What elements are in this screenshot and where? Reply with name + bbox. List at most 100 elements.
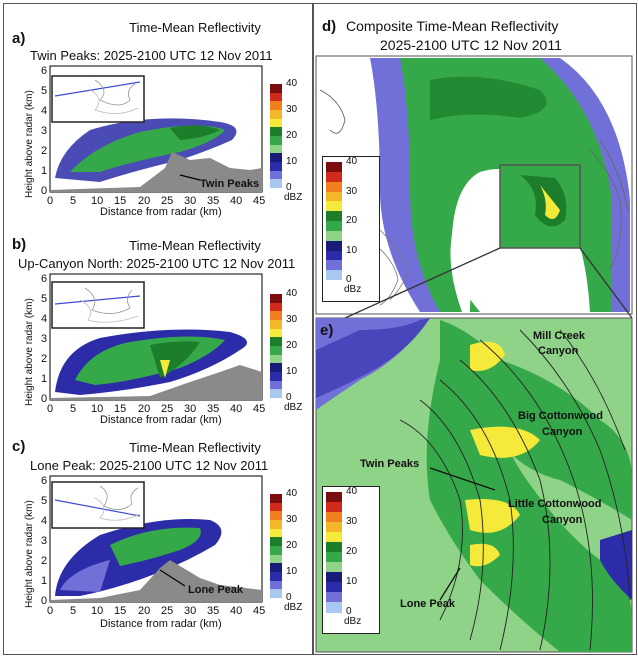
- colorbar-tick-label: 30: [286, 104, 298, 115]
- panel-c-xlabel: Distance from radar (km): [100, 618, 222, 630]
- annotation-twin-peaks: Twin Peaks: [360, 458, 420, 470]
- panel-a-peak-label: Twin Peaks: [200, 178, 260, 190]
- colorbar-swatch: [270, 294, 282, 304]
- y-tick: 4: [41, 105, 48, 117]
- colorbar-unit: dBZ: [284, 602, 303, 613]
- panel-e-label: e): [320, 322, 334, 339]
- colorbar-tick-label: 20: [346, 215, 358, 226]
- colorbar-swatch: [326, 260, 342, 271]
- colorbar-swatch: [270, 520, 282, 530]
- colorbar-swatch: [270, 563, 282, 573]
- colorbar-swatch: [270, 302, 282, 312]
- colorbar-swatch: [326, 512, 342, 523]
- colorbar-tick-label: 0: [346, 274, 352, 285]
- colorbar-swatch: [270, 589, 282, 599]
- colorbar-swatch: [326, 162, 342, 173]
- x-tick: 40: [230, 195, 243, 207]
- y-tick: 5: [41, 293, 48, 305]
- colorbar-swatch: [270, 162, 282, 172]
- colorbar-swatch: [270, 346, 282, 356]
- x-tick: 15: [114, 605, 127, 617]
- x-tick: 45: [253, 195, 266, 207]
- colorbar-swatch: [270, 546, 282, 556]
- colorbar-unit: dBZ: [284, 192, 303, 203]
- x-tick: 10: [91, 605, 104, 617]
- y-tick: 6: [41, 475, 48, 487]
- colorbar-tick-label: 40: [346, 486, 358, 497]
- colorbar-e: 40 30 20 10 0 dBz: [322, 486, 382, 634]
- colorbar-tick-label: 0: [346, 606, 352, 617]
- panel-a-subtitle: Twin Peaks: 2025-2100 UTC 12 Nov 2011: [30, 48, 273, 63]
- colorbar-tick-label: 10: [346, 244, 358, 256]
- x-tick: 25: [161, 605, 174, 617]
- x-tick: 30: [184, 403, 197, 415]
- colorbar-swatch: [326, 201, 342, 212]
- colorbar-swatch: [326, 240, 342, 251]
- colorbar-tick-label: 40: [346, 156, 358, 167]
- y-tick: 4: [41, 515, 48, 527]
- x-tick: 5: [70, 605, 77, 617]
- colorbar-swatch: [326, 230, 342, 242]
- colorbar-tick-label: 30: [346, 185, 358, 197]
- y-tick: 5: [41, 495, 48, 507]
- panel-b-xlabel: Distance from radar (km): [100, 414, 222, 426]
- x-tick: 20: [138, 403, 151, 415]
- colorbar-swatch: [326, 522, 342, 533]
- colorbar-swatch: [270, 84, 282, 94]
- colorbar-swatch: [270, 170, 282, 180]
- panel-d-title: Composite Time-Mean Reflectivity: [346, 18, 559, 34]
- panel-d-label: d): [322, 18, 337, 35]
- x-tick: 5: [70, 195, 77, 207]
- colorbar-swatch: [270, 572, 282, 582]
- x-tick: 20: [138, 605, 151, 617]
- colorbar-tick-label: 40: [286, 288, 298, 299]
- colorbar-unit: dBz: [344, 284, 362, 295]
- colorbar-tick-label: 30: [286, 514, 298, 525]
- colorbar-swatch: [270, 502, 282, 512]
- y-tick: 3: [41, 333, 48, 345]
- colorbar-swatch: [270, 311, 282, 321]
- colorbar-swatch: [270, 92, 282, 102]
- y-tick: 2: [41, 145, 48, 157]
- annotation-lone-peak: Lone Peak: [400, 598, 456, 610]
- colorbar-swatch: [270, 179, 282, 189]
- colorbar-swatch: [270, 101, 282, 111]
- y-tick: 0: [41, 185, 48, 197]
- panel-a-xlabel: Distance from radar (km): [100, 206, 222, 218]
- panel-d-subtitle: 2025-2100 UTC 12 Nov 2011: [380, 37, 562, 53]
- x-tick: 40: [230, 605, 243, 617]
- x-tick: 0: [47, 403, 54, 415]
- colorbar-swatch: [270, 389, 282, 399]
- x-tick: 20: [138, 195, 151, 207]
- colorbar-swatch: [326, 250, 342, 261]
- x-tick: 10: [91, 195, 104, 207]
- x-tick: 45: [253, 403, 266, 415]
- annotation-little-cottonwood: Little Cottonwood: [508, 498, 602, 510]
- colorbar-swatch: [270, 320, 282, 330]
- colorbar-c: 40 30 20 10 0 dBZ: [270, 488, 312, 618]
- colorbar-swatch: [270, 372, 282, 382]
- x-tick: 30: [184, 195, 197, 207]
- panel-a-label: a): [12, 30, 26, 47]
- colorbar-swatch: [326, 191, 342, 202]
- panel-c-label: c): [12, 438, 26, 455]
- x-tick: 45: [253, 605, 266, 617]
- annotation-little-cottonwood-canyon: Canyon: [542, 514, 583, 526]
- colorbar-swatch: [326, 602, 342, 613]
- colorbar-swatch: [270, 153, 282, 163]
- colorbar-swatch: [326, 211, 342, 222]
- x-tick: 25: [161, 195, 174, 207]
- y-tick: 1: [41, 575, 48, 587]
- x-tick: 35: [207, 195, 220, 207]
- colorbar-swatch: [270, 127, 282, 137]
- colorbar-tick-label: 20: [286, 130, 298, 141]
- colorbar-tick-label: 30: [346, 516, 358, 527]
- y-tick: 6: [41, 273, 48, 285]
- colorbar-tick-label: 0: [286, 182, 292, 193]
- y-tick: 1: [41, 373, 48, 385]
- colorbar-swatch: [270, 363, 282, 373]
